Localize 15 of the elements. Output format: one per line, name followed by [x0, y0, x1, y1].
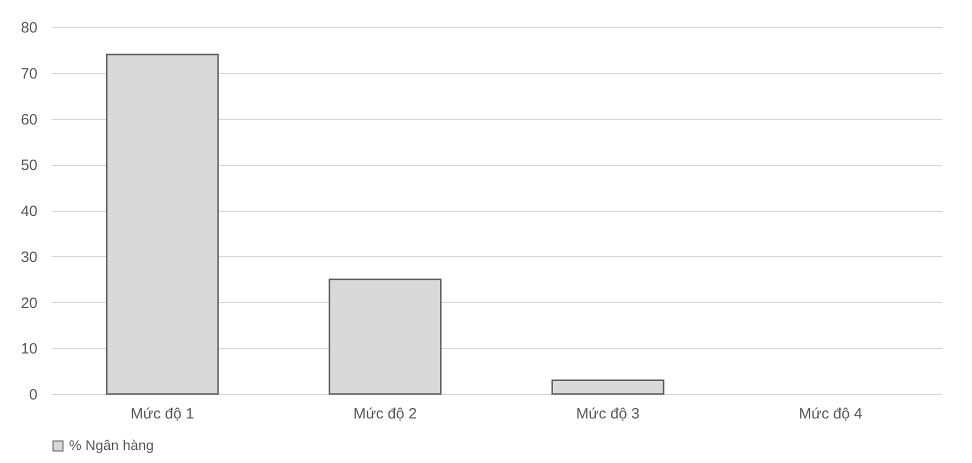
x-tick-label: Mức độ 4 [798, 406, 862, 422]
y-tick-label: 30 [20, 248, 38, 266]
y-tick-label: 40 [20, 203, 38, 220]
y-tick-label: 60 [20, 111, 38, 128]
y-tick-label: 20 [20, 294, 38, 312]
y-tick-label: 80 [20, 20, 38, 36]
x-tick-label: Mức độ 3 [576, 406, 640, 422]
y-tick-label: 70 [20, 65, 38, 82]
y-tick-label: 0 [29, 386, 38, 404]
y-tick-label: 50 [20, 157, 38, 174]
x-tick-label: Mức độ 2 [353, 406, 417, 422]
bar [551, 379, 664, 395]
x-tick-label: Mức độ 1 [130, 406, 194, 422]
y-tick-label: 10 [20, 340, 38, 358]
legend-label: % Ngân hàng [69, 437, 154, 453]
